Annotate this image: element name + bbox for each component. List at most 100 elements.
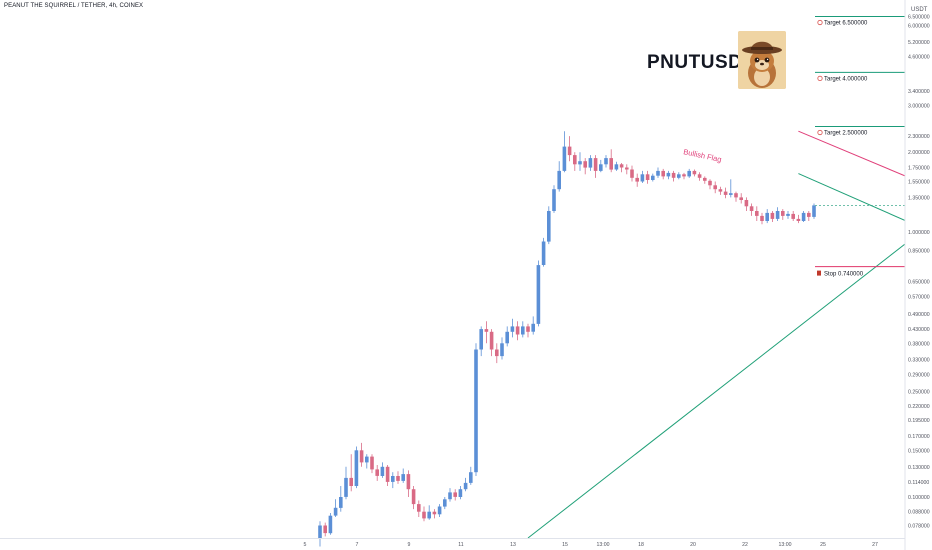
candle-body [437,506,442,515]
candle-body [604,158,608,165]
candle-body [541,241,546,265]
candle-body [458,489,463,497]
candle-body [760,215,764,221]
candle-body [755,211,759,216]
candle-body [427,511,431,519]
candle-body [812,205,816,217]
price-tick-label: 0.150000 [908,448,930,454]
candle-body [791,213,795,219]
candle-body [521,326,525,335]
currency-label: USDT [911,7,928,13]
squirrel-cowboy-avatar [738,31,786,89]
candle-body [411,489,416,505]
time-tick-label: 27 [872,542,878,548]
price-tick-label: 0.088000 [908,510,930,516]
candle-body [463,482,468,490]
price-tick-label: 0.250000 [908,390,930,396]
candle-body [515,326,520,335]
price-tick-label: 0.130000 [908,465,930,471]
time-tick-label: 25 [820,542,826,548]
candle-body [713,185,717,190]
time-tick-label: 18 [638,542,644,548]
candle-body [682,174,686,177]
target-label: Target 6.500000 [824,21,868,27]
price-tick-label: 5.200000 [908,40,930,46]
price-tick-label: 0.170000 [908,434,930,440]
stop-icon [817,270,821,276]
candle-body [567,146,572,156]
candle-body [671,172,676,178]
symbol-header: PEANUT THE SQUIRREL / TETHER, 4h, COINEX [4,3,144,9]
candle-body [406,474,411,490]
pattern-label: Bullish Flag [683,147,723,164]
candle-body [656,170,660,176]
candle-body [354,450,359,486]
candle-body [489,331,494,350]
candle-body [547,211,551,242]
candle-body [417,504,421,512]
time-tick-label: 9 [408,542,411,548]
candle-body [328,515,333,534]
candle-body [344,477,348,497]
candle-body [396,476,400,481]
time-tick-label: 15 [562,542,568,548]
price-tick-label: 0.850000 [908,249,930,255]
price-tick-label: 2.300000 [908,134,930,140]
candle-body [370,456,374,470]
target-icon [817,19,823,26]
candle-body [510,326,515,332]
candle-body [781,211,785,216]
time-tick-label: 13 [510,542,516,548]
price-tick-label: 0.330000 [908,358,930,364]
candle-body [666,172,671,177]
candle-body [531,323,535,332]
price-tick-label: 0.430000 [908,327,930,333]
time-tick-label: 20 [690,542,696,548]
candle-body [583,161,587,168]
candle-body [599,164,603,171]
candle-body [578,161,582,165]
candle-body [359,450,364,463]
candle-body [448,492,452,500]
time-tick-label: 5 [304,542,307,548]
price-tick-label: 0.220000 [908,404,930,410]
price-tick-label: 0.114000 [908,480,929,486]
candle-body [770,212,775,219]
candle-body [380,466,385,476]
candle-body [677,174,681,178]
price-tick-label: 6.000000 [908,24,930,30]
candle-body [323,525,327,534]
candle-body [609,158,613,170]
price-tick-label: 3.000000 [908,104,930,110]
target-icon [817,75,823,82]
price-tick-label: 1.350000 [908,195,930,201]
time-tick-label: 7 [356,542,359,548]
time-tick-label: 13:00 [779,542,792,548]
price-tick-label: 0.570000 [908,295,930,301]
candle-body [573,155,577,165]
candle-body [625,167,629,170]
candle-body [557,170,561,190]
candle-body [635,177,639,182]
candle-body [807,212,811,217]
squirrel-cowboy-icon [738,31,786,89]
price-tick-label: 0.290000 [908,372,930,378]
candle-body [619,164,624,168]
candle-body [453,492,457,497]
price-tick-label: 1.750000 [908,166,930,172]
candle-body [495,349,499,357]
candle-body [401,474,405,481]
candle-body [703,177,707,181]
candle-body [432,511,437,515]
candle-body [333,507,338,516]
price-tick-label: 3.400000 [908,89,930,95]
target-icon [817,129,823,136]
candle-body [744,200,749,207]
candle-body [391,476,395,482]
candle-body [786,213,790,216]
chart-title: PNUTUSDT [647,52,755,73]
candle-body [484,329,489,332]
price-tick-label: 0.078000 [908,524,930,530]
price-tick-label: 1.550000 [908,180,930,186]
